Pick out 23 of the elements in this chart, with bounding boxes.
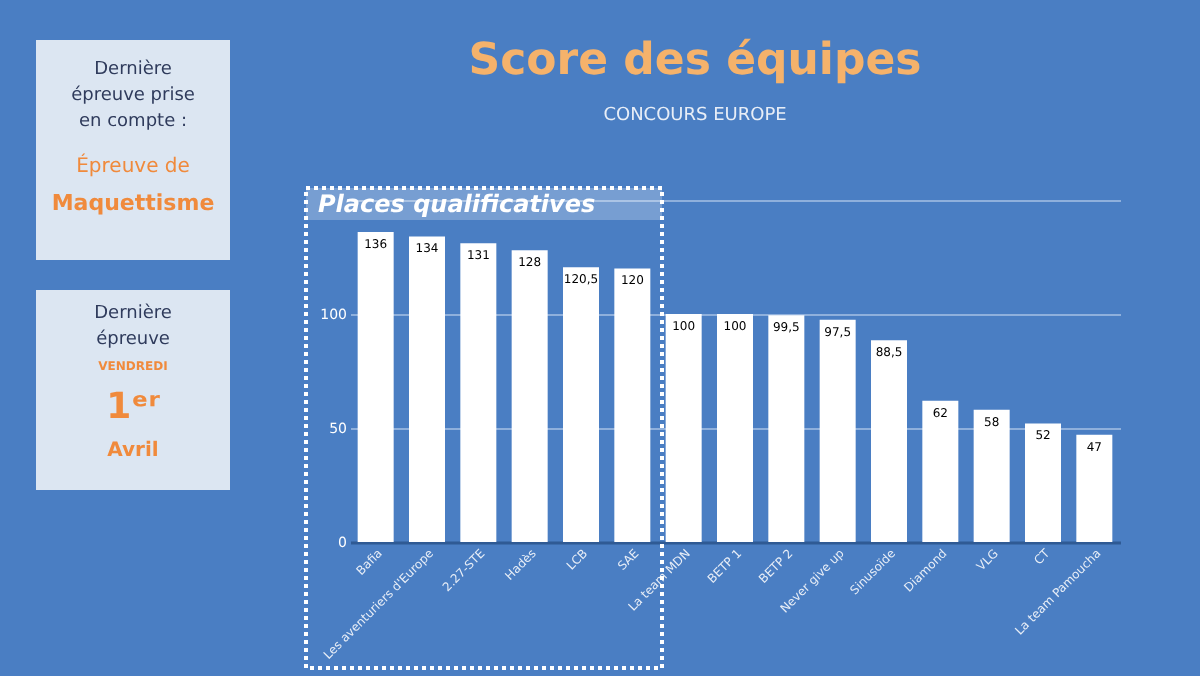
text: 1ᵉʳ — [106, 386, 161, 428]
bar — [511, 250, 548, 542]
band-label: Places qualificatives — [318, 190, 596, 218]
text: Dernière épreuve prise en compte : — [71, 58, 196, 132]
chart-title: Score des équipes — [468, 36, 922, 86]
chart-subtitle: CONCOURS EUROPE — [603, 106, 788, 126]
bar — [819, 319, 856, 542]
bar — [871, 340, 907, 542]
bar — [614, 268, 651, 542]
text: Avril — [107, 440, 159, 462]
bar — [409, 236, 445, 542]
text: Épreuve de — [76, 152, 190, 178]
text: Dernière épreuve — [94, 302, 173, 350]
bar — [1025, 423, 1061, 542]
text: Maquettisme — [51, 190, 215, 216]
bar — [357, 231, 394, 542]
bar — [922, 400, 959, 542]
bar — [717, 314, 753, 542]
bar — [973, 409, 1010, 542]
bar — [1076, 434, 1113, 542]
bar — [563, 267, 599, 542]
bar — [768, 315, 805, 542]
bar — [460, 243, 497, 542]
